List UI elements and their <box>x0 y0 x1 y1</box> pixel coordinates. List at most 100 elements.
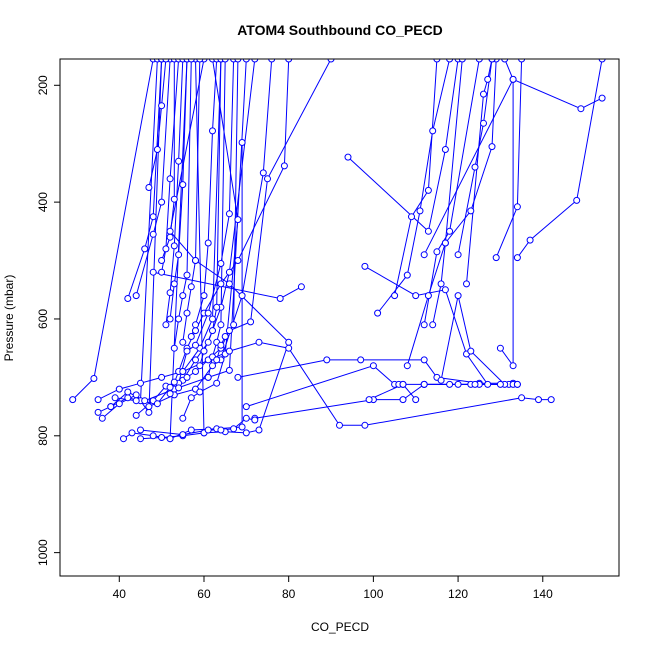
data-point <box>467 207 475 215</box>
series-line <box>246 365 417 408</box>
data-point <box>145 184 153 191</box>
data-point <box>200 292 208 300</box>
data-point <box>213 356 221 364</box>
data-point <box>484 75 492 83</box>
data-point <box>429 127 437 135</box>
data-point <box>183 373 191 381</box>
data-point <box>217 321 225 329</box>
data-point <box>124 295 132 302</box>
data-point <box>225 366 233 374</box>
x-axis-label: CO_PECD <box>311 620 369 634</box>
data-point <box>209 127 216 135</box>
data-point <box>475 59 483 63</box>
data-point <box>463 280 470 288</box>
data-point <box>107 403 115 411</box>
data-point <box>535 396 542 404</box>
y-tick-label: 800 <box>36 425 50 445</box>
data-point <box>365 396 373 404</box>
data-point <box>454 380 462 388</box>
data-point <box>158 268 166 276</box>
data-point <box>158 434 166 441</box>
data-point <box>234 373 242 381</box>
data-point <box>153 146 161 153</box>
data-point <box>471 163 479 171</box>
data-point <box>141 245 149 253</box>
data-point <box>391 292 399 300</box>
data-point <box>166 315 174 323</box>
data-point <box>170 378 178 386</box>
data-point <box>145 408 153 416</box>
data-point <box>170 195 178 203</box>
series-line <box>432 59 463 325</box>
plot-data <box>69 59 606 443</box>
data-point <box>115 400 123 408</box>
data-point <box>361 262 369 270</box>
data-point <box>458 59 466 63</box>
data-point <box>200 347 208 355</box>
data-point <box>166 227 174 235</box>
data-point <box>518 59 526 63</box>
data-point <box>412 396 420 404</box>
data-point <box>509 75 517 83</box>
data-point <box>297 283 305 291</box>
data-point <box>213 303 221 311</box>
data-point <box>217 260 225 267</box>
data-point <box>323 356 331 364</box>
data-point <box>204 239 212 247</box>
data-point <box>518 394 526 402</box>
data-point <box>132 397 140 405</box>
data-point <box>327 59 335 63</box>
data-point <box>187 394 195 402</box>
data-point <box>204 373 212 381</box>
data-point <box>420 321 428 329</box>
data-point <box>268 59 276 63</box>
data-point <box>242 429 250 437</box>
series-line <box>347 59 459 233</box>
data-point <box>454 251 462 259</box>
data-point <box>501 59 509 63</box>
y-tick-label: 600 <box>36 309 50 329</box>
series-line <box>377 59 451 314</box>
data-point <box>137 379 144 387</box>
data-point <box>424 227 432 235</box>
data-point <box>183 271 191 279</box>
data-point <box>192 327 199 335</box>
data-point <box>242 414 250 422</box>
data-point <box>166 383 174 391</box>
data-point <box>336 421 343 429</box>
data-point <box>115 385 123 393</box>
data-point <box>192 321 199 329</box>
data-point <box>484 380 492 388</box>
data-point <box>488 143 496 151</box>
data-point <box>420 356 428 364</box>
series-line <box>182 341 552 426</box>
data-point <box>234 257 242 264</box>
data-point <box>264 175 271 183</box>
data-point <box>187 59 195 63</box>
series-line <box>495 59 523 258</box>
data-point <box>230 425 238 433</box>
x-tick-label: 120 <box>448 587 468 601</box>
data-point <box>162 321 170 329</box>
data-point <box>149 268 157 276</box>
series-line <box>135 59 171 296</box>
data-point <box>179 431 187 439</box>
data-point <box>179 368 187 375</box>
x-tick-label: 60 <box>197 587 211 601</box>
data-point <box>429 321 437 329</box>
data-point <box>416 207 424 215</box>
data-point <box>153 400 161 408</box>
data-point <box>577 105 585 113</box>
data-point <box>158 373 166 381</box>
data-point <box>285 344 293 352</box>
y-tick-label: 200 <box>36 75 50 95</box>
series-line <box>516 59 603 258</box>
data-point <box>255 426 263 434</box>
y-tick-label: 1000 <box>36 539 50 566</box>
series-line <box>423 78 603 255</box>
data-point <box>225 347 233 355</box>
data-point <box>433 59 441 63</box>
data-point <box>166 289 174 297</box>
data-point <box>598 94 606 102</box>
data-point <box>158 198 166 206</box>
